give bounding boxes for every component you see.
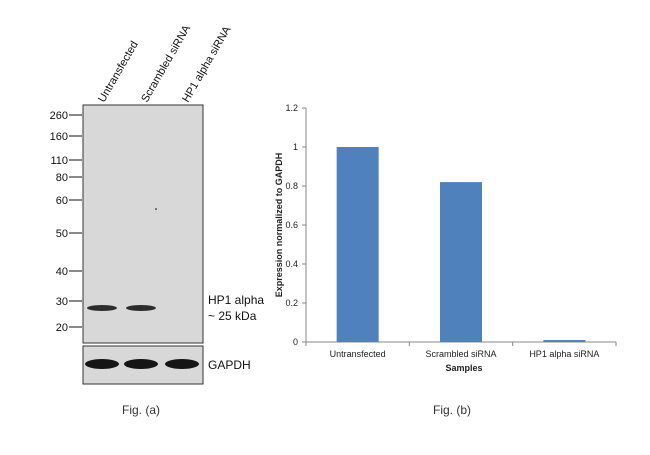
y-tick-label: 0.2	[285, 298, 298, 308]
fig-a-caption: Fig. (a)	[122, 403, 160, 417]
gapdh-band-lane-1	[85, 359, 119, 369]
mw-marker-50: 50	[56, 228, 68, 240]
mw-marker-40: 40	[56, 266, 68, 278]
bar	[440, 182, 482, 342]
blot-speck	[155, 208, 157, 210]
hp1-band-lane-2	[126, 305, 156, 311]
mw-marker-ladder: 260 160 110 80 60 50 40 30 20	[50, 110, 82, 334]
x-tick-label: Scrambled siRNA	[425, 349, 496, 359]
mw-marker-160: 160	[50, 131, 68, 143]
band-label-size: ~ 25 kDa	[208, 309, 257, 323]
mw-marker-260: 260	[50, 110, 68, 122]
x-tick-label: HP1 alpha siRNA	[529, 349, 599, 359]
bar	[336, 147, 379, 342]
gapdh-band-lane-3	[165, 359, 199, 369]
y-tick-label: 0.8	[285, 181, 298, 191]
y-tick-label: 0.4	[285, 259, 298, 269]
y-tick-label: 0	[293, 337, 298, 347]
mw-marker-20: 20	[56, 322, 68, 334]
mw-marker-110: 110	[50, 155, 68, 167]
mw-marker-60: 60	[56, 195, 68, 207]
y-axis-title: Expression normalized to GAPDH	[274, 153, 284, 298]
band-label-name: HP1 alpha	[208, 293, 264, 307]
x-tick-label: Untransfected	[330, 349, 386, 359]
gapdh-label: GAPDH	[208, 358, 251, 372]
y-tick-label: 1	[293, 142, 298, 152]
hp1-band-lane-1	[87, 305, 117, 311]
blot-panel	[82, 104, 204, 344]
mw-marker-80: 80	[56, 172, 68, 184]
bar	[543, 340, 586, 342]
gapdh-band-lane-2	[124, 359, 158, 369]
y-tick-label: 0.6	[285, 220, 298, 230]
x-axis-title: Samples	[445, 363, 482, 373]
mw-marker-30: 30	[56, 296, 68, 308]
fig-b-caption: Fig. (b)	[433, 403, 471, 417]
y-tick-label: 1.2	[285, 103, 298, 113]
